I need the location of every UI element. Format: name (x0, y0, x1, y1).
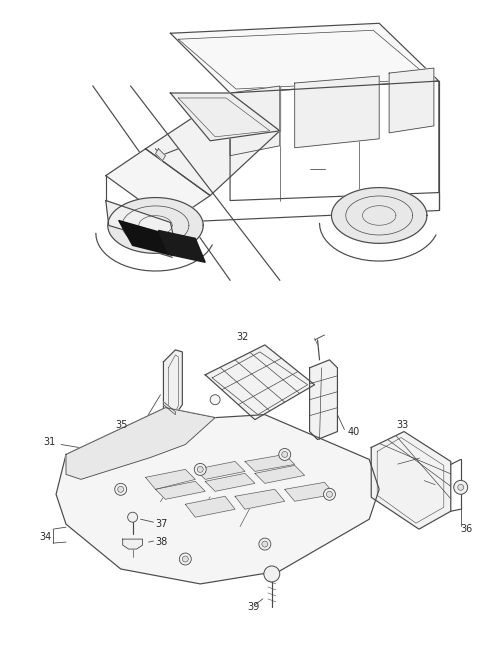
Text: 40: 40 (348, 426, 360, 436)
Polygon shape (205, 345, 314, 420)
Circle shape (118, 486, 124, 492)
Polygon shape (158, 230, 205, 262)
Circle shape (262, 541, 268, 547)
Polygon shape (66, 407, 215, 480)
Polygon shape (119, 220, 172, 255)
Circle shape (454, 480, 468, 494)
Polygon shape (371, 432, 451, 529)
Text: 37: 37 (156, 519, 168, 529)
Polygon shape (230, 86, 280, 155)
Circle shape (259, 538, 271, 550)
Text: 32: 32 (237, 332, 249, 342)
Circle shape (180, 553, 192, 565)
Polygon shape (389, 68, 434, 133)
Polygon shape (245, 455, 295, 472)
Polygon shape (106, 201, 175, 245)
Polygon shape (145, 470, 195, 489)
Circle shape (326, 491, 333, 497)
Circle shape (210, 395, 220, 405)
Polygon shape (145, 93, 280, 195)
Text: 34: 34 (39, 532, 51, 542)
Polygon shape (164, 401, 175, 415)
Polygon shape (255, 465, 305, 483)
Polygon shape (156, 482, 205, 499)
Circle shape (279, 449, 291, 461)
Polygon shape (164, 350, 182, 415)
Polygon shape (332, 188, 427, 243)
Text: 36: 36 (461, 524, 473, 534)
Text: 31: 31 (43, 436, 55, 447)
Polygon shape (56, 407, 379, 584)
Polygon shape (295, 76, 379, 148)
Text: 39: 39 (247, 602, 259, 612)
Polygon shape (235, 489, 285, 509)
Circle shape (128, 512, 138, 522)
Polygon shape (156, 149, 166, 161)
Polygon shape (185, 497, 235, 517)
Polygon shape (123, 539, 143, 549)
Polygon shape (170, 93, 280, 141)
Circle shape (182, 556, 188, 562)
Text: 33: 33 (396, 420, 408, 430)
Polygon shape (310, 360, 337, 440)
Text: 38: 38 (156, 537, 168, 547)
Polygon shape (205, 474, 255, 491)
Polygon shape (285, 482, 335, 501)
Circle shape (197, 466, 203, 472)
Circle shape (458, 484, 464, 490)
Polygon shape (170, 24, 439, 93)
Circle shape (115, 483, 127, 495)
Text: 35: 35 (116, 420, 128, 430)
Polygon shape (106, 149, 210, 222)
Circle shape (282, 451, 288, 457)
Circle shape (264, 566, 280, 582)
Circle shape (194, 463, 206, 476)
Polygon shape (195, 461, 245, 480)
Polygon shape (108, 197, 203, 253)
Circle shape (324, 488, 336, 501)
